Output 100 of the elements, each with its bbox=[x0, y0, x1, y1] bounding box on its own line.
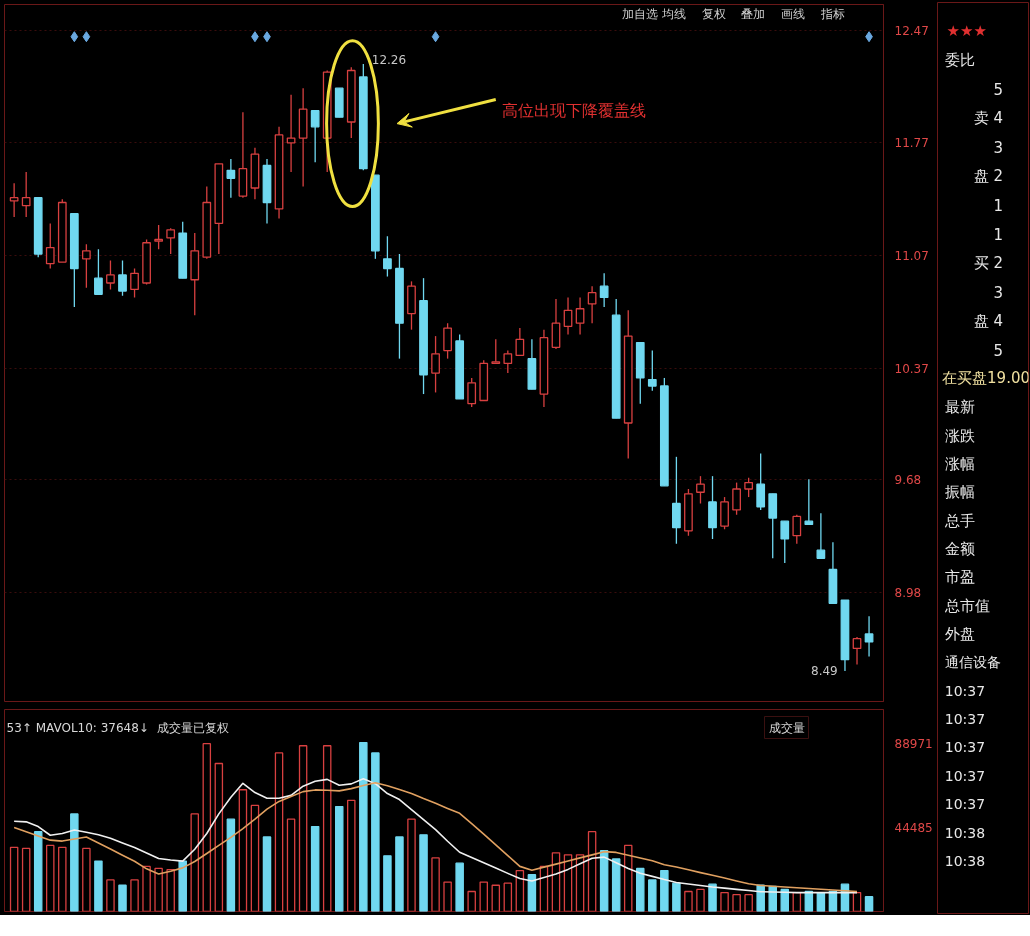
bar bbox=[58, 846, 67, 912]
candlestick bbox=[756, 452, 766, 511]
text: 10:37 bbox=[944, 739, 986, 756]
candlestick bbox=[816, 512, 826, 559]
text: 5 bbox=[993, 81, 1004, 100]
bar bbox=[359, 741, 368, 912]
text: ★★★ bbox=[946, 22, 987, 41]
annotation: 指标 bbox=[819, 6, 845, 21]
annotation: 高位出现下降覆盖线 bbox=[501, 101, 646, 121]
bar bbox=[479, 881, 488, 912]
annotation: 画线 bbox=[781, 6, 806, 21]
y-tick-label: 44485 bbox=[894, 821, 933, 836]
annotation: 加自选 bbox=[622, 6, 659, 21]
bar bbox=[202, 743, 212, 912]
bar bbox=[407, 818, 416, 912]
bar bbox=[94, 860, 103, 912]
y-tick-label: 10.37 bbox=[894, 361, 929, 376]
bar bbox=[310, 825, 320, 912]
bar bbox=[118, 884, 127, 912]
bar bbox=[636, 867, 645, 912]
bar bbox=[347, 799, 356, 912]
candlestick bbox=[154, 224, 164, 250]
bar bbox=[262, 836, 272, 912]
bar bbox=[732, 894, 741, 912]
candlestick bbox=[431, 335, 440, 394]
bar bbox=[166, 868, 175, 912]
bar bbox=[431, 857, 440, 912]
candlestick bbox=[130, 267, 139, 299]
text: 买 2 bbox=[973, 253, 1004, 272]
bar bbox=[744, 894, 753, 912]
text: 在买盘19.00 bbox=[942, 369, 1030, 388]
candlestick bbox=[515, 327, 525, 357]
y-tick-label: 88971 bbox=[894, 737, 933, 752]
candlestick bbox=[106, 259, 115, 291]
bar bbox=[371, 752, 380, 912]
annotation: 均线 bbox=[660, 6, 686, 21]
candlestick bbox=[575, 296, 585, 336]
bar bbox=[9, 846, 19, 912]
text: 10:38 bbox=[944, 852, 986, 869]
bar bbox=[395, 836, 404, 912]
text: 3 bbox=[993, 283, 1004, 302]
candlestick bbox=[310, 110, 320, 163]
bar bbox=[286, 818, 296, 912]
text: 10:38 bbox=[944, 824, 986, 841]
candlestick bbox=[491, 338, 501, 365]
bar bbox=[491, 884, 501, 912]
text: 5 bbox=[993, 341, 1004, 360]
text: 委比 bbox=[944, 51, 975, 70]
annotation: 叠加 bbox=[741, 6, 766, 21]
candlestick bbox=[503, 349, 513, 374]
bar bbox=[708, 883, 717, 912]
bar bbox=[21, 847, 31, 912]
bar bbox=[130, 879, 139, 912]
text: 10:37 bbox=[944, 682, 986, 699]
bar bbox=[33, 830, 43, 912]
text: 外盘 bbox=[944, 625, 975, 644]
text: 总手 bbox=[943, 511, 975, 530]
candlestick bbox=[45, 222, 55, 270]
candlestick bbox=[647, 349, 657, 392]
bar bbox=[660, 869, 669, 912]
bar bbox=[443, 881, 452, 912]
candlestick bbox=[732, 481, 741, 516]
y-tick-label: 8.98 bbox=[894, 585, 922, 600]
text: 1 bbox=[993, 196, 1004, 215]
bar bbox=[720, 891, 729, 912]
bar bbox=[611, 858, 621, 912]
bar bbox=[106, 879, 115, 912]
bar bbox=[419, 834, 428, 912]
bar bbox=[864, 896, 874, 912]
bar bbox=[756, 884, 765, 912]
annotation: 53↑ MAVOL10: 37648↓ bbox=[6, 720, 149, 735]
text: 涨跌 bbox=[944, 426, 975, 445]
bar bbox=[178, 860, 187, 912]
annotation: 成交量 bbox=[768, 720, 805, 735]
bar bbox=[696, 888, 705, 912]
annotation: 复权 bbox=[701, 6, 726, 21]
bar bbox=[70, 813, 79, 912]
bar bbox=[322, 745, 332, 912]
text: 最新 bbox=[944, 398, 975, 417]
candlestick bbox=[166, 227, 176, 255]
bar bbox=[274, 752, 284, 912]
candlestick bbox=[804, 478, 814, 526]
text: 1 bbox=[993, 225, 1004, 244]
bar bbox=[503, 882, 513, 912]
y-tick-label: 9.68 bbox=[894, 472, 922, 487]
annotation: 成交量已复权 bbox=[156, 720, 229, 735]
y-tick-label: 11.77 bbox=[894, 136, 929, 151]
candlestick bbox=[864, 615, 874, 658]
text: 金额 bbox=[944, 540, 975, 559]
bar bbox=[238, 789, 248, 912]
candlestick bbox=[94, 248, 103, 295]
candlestick bbox=[9, 182, 19, 218]
candlestick bbox=[599, 272, 609, 308]
y-tick-label: 12.47 bbox=[894, 23, 929, 38]
text: 3 bbox=[993, 139, 1004, 158]
text: 10:37 bbox=[944, 796, 986, 813]
text: 卖 4 bbox=[973, 109, 1004, 128]
bar bbox=[455, 862, 464, 912]
bar bbox=[852, 891, 862, 912]
candlestick bbox=[852, 636, 862, 666]
